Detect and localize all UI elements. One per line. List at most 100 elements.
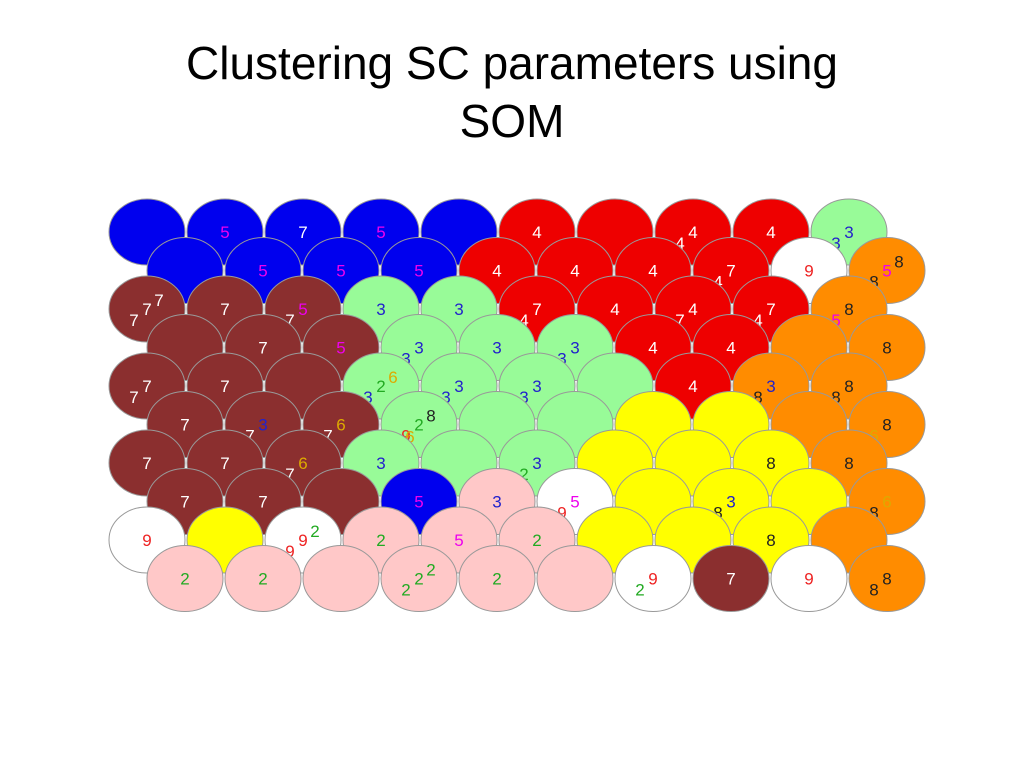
- som-cell-label: 4: [713, 273, 722, 292]
- som-cell-label: 7: [323, 427, 332, 446]
- som-cell-circle: [380, 545, 458, 612]
- som-cell-label: 8: [844, 377, 853, 396]
- som-cell-label: 5: [570, 493, 579, 512]
- som-cell-label: 7: [726, 570, 735, 589]
- som-cell-label: 4: [519, 311, 528, 330]
- som-cell-label: 8: [844, 454, 853, 473]
- som-cell-label: 6: [405, 428, 414, 447]
- som-cell-label: 8: [882, 339, 891, 358]
- som-cell-label: 2: [310, 522, 319, 541]
- som-cell-label: 3: [441, 388, 450, 407]
- som-cell-label: 7: [675, 311, 684, 330]
- som-cell-label: 8: [869, 504, 878, 523]
- som-cell-label: 2: [376, 377, 385, 396]
- som-cell-label: 9: [401, 427, 410, 446]
- som-cell: [536, 545, 614, 612]
- som-cell-label: 9: [804, 262, 813, 281]
- som-cell-label: 7: [180, 493, 189, 512]
- som-cell-label: 9: [648, 570, 657, 589]
- som-cell-circle: [146, 545, 224, 612]
- som-cell-label: 3: [454, 300, 463, 319]
- som-cell-label: 3: [532, 454, 541, 473]
- som-cell-label: 8: [831, 388, 840, 407]
- som-cell-label: 9: [557, 504, 566, 523]
- som-cell-label: 6: [298, 454, 307, 473]
- som-cell-label: 4: [532, 223, 541, 242]
- som-cell: 9: [770, 545, 848, 612]
- som-cell-label: 7: [766, 300, 775, 319]
- som-cell-label: 5: [376, 223, 385, 242]
- som-cell-label: 2: [519, 465, 528, 484]
- som-cell-label: 7: [142, 454, 151, 473]
- som-cell-label: 3: [376, 454, 385, 473]
- som-cell-label: 2: [376, 531, 385, 550]
- som-cell-circle: [770, 545, 848, 612]
- som-cell-circle: [224, 545, 302, 612]
- som-cell-label: 8: [882, 416, 891, 435]
- som-cell-label: 2: [258, 570, 267, 589]
- som-cell-label: 4: [492, 262, 501, 281]
- som-cell: 92: [614, 545, 692, 612]
- som-cell-label: 8: [869, 581, 878, 600]
- som-cell-label: 6: [869, 427, 878, 446]
- som-cell-label: 4: [648, 262, 657, 281]
- som-cell-label: 5: [882, 262, 891, 281]
- som-cell-label: 7: [129, 311, 138, 330]
- som-cell-label: 7: [298, 223, 307, 242]
- som-cell-label: 4: [648, 339, 657, 358]
- som-cell-label: 8: [882, 570, 891, 589]
- som-cell-label: 3: [726, 493, 735, 512]
- som-cell-label: 7: [285, 465, 294, 484]
- som-cell-label: 7: [220, 300, 229, 319]
- som-cell-label: 5: [258, 262, 267, 281]
- som-cell-label: 2: [401, 581, 410, 600]
- som-cell-label: 5: [414, 262, 423, 281]
- som-cell-label: 5: [336, 262, 345, 281]
- som-cell-label: 4: [610, 300, 619, 319]
- som-cell-label: 7: [245, 427, 254, 446]
- som-cell-label: 4: [688, 300, 697, 319]
- som-cell-label: 7: [220, 454, 229, 473]
- som-cell-label: 3: [766, 377, 775, 396]
- som-cell-label: 2: [426, 561, 435, 580]
- som-cell-label: 8: [766, 531, 775, 550]
- som-cell-label: 5: [336, 339, 345, 358]
- som-cell-label: 3: [831, 234, 840, 253]
- som-cell-circle: [458, 545, 536, 612]
- som-cell-label: 8: [426, 407, 435, 426]
- som-cell-label: 2: [492, 570, 501, 589]
- som-cell-label: 7: [258, 493, 267, 512]
- som-cell-label: 4: [753, 311, 762, 330]
- som-cell-label: 2: [635, 581, 644, 600]
- som-cell: 2: [146, 545, 224, 612]
- som-cell-label: 7: [142, 300, 151, 319]
- som-cell-label: 3: [363, 388, 372, 407]
- som-cell-label: 7: [154, 291, 163, 310]
- som-cell-label: 7: [532, 300, 541, 319]
- som-cell-label: 2: [414, 570, 423, 589]
- som-cell-label: 3: [492, 339, 501, 358]
- som-cell-label: 6: [388, 368, 397, 387]
- som-cell-label: 7: [142, 377, 151, 396]
- som-cell-label: 7: [220, 377, 229, 396]
- som-cell-label: 9: [298, 531, 307, 550]
- som-cell-label: 5: [831, 311, 840, 330]
- som-cell: [302, 545, 380, 612]
- som-cell-label: 5: [298, 300, 307, 319]
- som-cell-label: 4: [570, 262, 579, 281]
- som-cell-label: 8: [713, 504, 722, 523]
- som-cell-label: 3: [258, 416, 267, 435]
- som-cell: 2: [458, 545, 536, 612]
- som-cell: 88: [848, 545, 926, 612]
- som-cell-label: 8: [753, 388, 762, 407]
- som-cell-label: 5: [454, 531, 463, 550]
- som-cell-label: 4: [766, 223, 775, 242]
- som-cell-label: 7: [258, 339, 267, 358]
- som-cell-circle: [536, 545, 614, 612]
- som-cell-label: 3: [557, 350, 566, 369]
- som-cell-circle: [692, 545, 770, 612]
- som-cell-label: 3: [570, 339, 579, 358]
- som-cell-label: 2: [180, 570, 189, 589]
